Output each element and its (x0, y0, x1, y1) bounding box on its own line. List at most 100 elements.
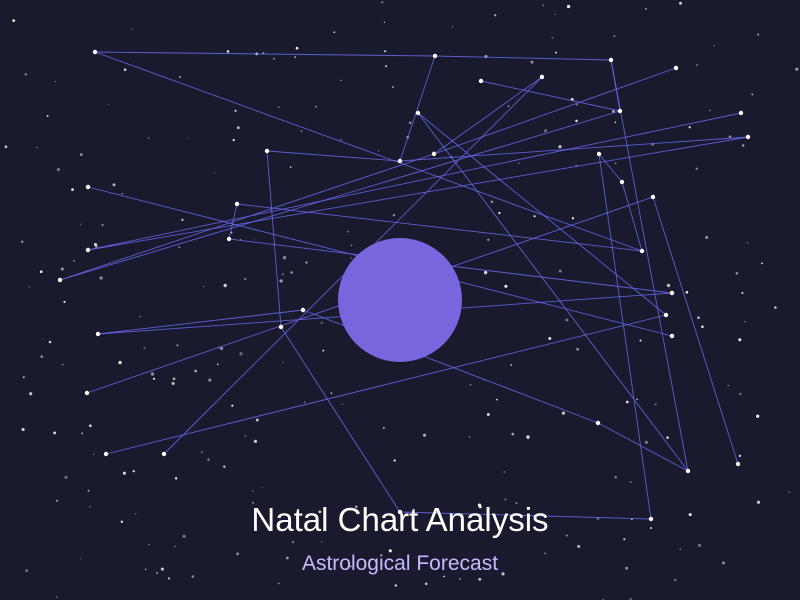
background-star (135, 513, 137, 515)
background-star (46, 114, 49, 118)
background-star (744, 320, 747, 323)
background-star (121, 193, 123, 195)
background-star (236, 552, 240, 556)
background-star (679, 1, 682, 5)
background-star (148, 543, 150, 546)
background-star (203, 286, 205, 288)
background-star (254, 238, 256, 240)
constellation-line (399, 511, 652, 520)
constellation-line (266, 150, 282, 328)
background-star (71, 188, 74, 191)
background-star (123, 68, 127, 71)
background-star (551, 36, 554, 39)
constellation-line (597, 422, 689, 472)
constellation-line (399, 136, 749, 162)
background-star (255, 418, 259, 422)
background-star (4, 145, 8, 149)
background-star (167, 577, 171, 580)
background-star (645, 8, 647, 10)
constellation-line (480, 80, 621, 112)
background-star (666, 436, 669, 439)
background-star (99, 276, 103, 280)
background-star (143, 346, 146, 349)
background-star (80, 558, 82, 560)
background-star (150, 372, 155, 376)
background-star (739, 392, 742, 395)
background-star (54, 81, 56, 83)
background-star (341, 403, 344, 405)
background-star (388, 549, 392, 553)
constellation-star (478, 78, 484, 84)
background-star (654, 403, 657, 406)
background-star (422, 433, 427, 437)
background-star (738, 454, 742, 458)
background-star (303, 401, 306, 403)
background-star (443, 575, 445, 578)
constellation-star (85, 184, 91, 190)
constellation-star (663, 312, 669, 318)
background-star (526, 435, 530, 439)
constellation-line (417, 112, 689, 472)
constellation-star (669, 290, 675, 296)
background-star (223, 465, 226, 468)
background-star (277, 582, 280, 585)
background-star (286, 556, 289, 560)
background-star (93, 453, 95, 456)
background-star (236, 126, 240, 130)
background-star (89, 506, 91, 508)
background-star (207, 458, 210, 461)
background-star (612, 110, 615, 113)
page-title: Natal Chart Analysis (251, 501, 549, 538)
background-star (28, 286, 30, 288)
constellation-line (266, 150, 401, 162)
constellation-stars (57, 49, 751, 522)
constellation-star (596, 151, 602, 157)
background-star (191, 575, 195, 578)
background-star (639, 339, 642, 342)
background-star (355, 505, 358, 508)
background-star (575, 119, 578, 123)
background-star (727, 384, 729, 387)
background-star (486, 413, 490, 416)
constellation-star (95, 331, 101, 337)
constellation-line (236, 203, 643, 252)
constellation-line (433, 67, 677, 155)
constellation-star (278, 324, 284, 330)
background-star (751, 93, 753, 96)
background-star (282, 273, 284, 276)
background-star (340, 79, 342, 82)
background-star (61, 363, 64, 366)
constellation-star (161, 451, 167, 457)
background-star (629, 481, 632, 483)
background-star (174, 477, 178, 480)
background-star (300, 130, 303, 132)
background-star (756, 414, 760, 418)
background-star (408, 121, 412, 125)
background-star (623, 538, 626, 541)
background-star (282, 256, 287, 260)
background-star (494, 14, 497, 17)
background-star (697, 543, 702, 548)
background-star (60, 267, 64, 271)
background-star (232, 138, 235, 142)
background-star (101, 224, 104, 226)
background-star (469, 383, 472, 386)
background-star (176, 344, 179, 347)
constellation-star (84, 390, 90, 396)
background-star (24, 73, 28, 76)
background-star (391, 85, 395, 89)
constellation-line (598, 153, 623, 183)
background-star (774, 306, 777, 309)
background-star (392, 214, 396, 217)
background-star (139, 315, 141, 318)
background-star (666, 283, 671, 288)
constellation-star (264, 148, 270, 154)
constellation-line (598, 153, 652, 520)
background-star (377, 150, 380, 152)
background-star (510, 364, 512, 366)
background-star (504, 498, 507, 501)
constellation-star (432, 53, 438, 59)
background-star (132, 470, 135, 473)
constellation-lines (59, 51, 749, 520)
